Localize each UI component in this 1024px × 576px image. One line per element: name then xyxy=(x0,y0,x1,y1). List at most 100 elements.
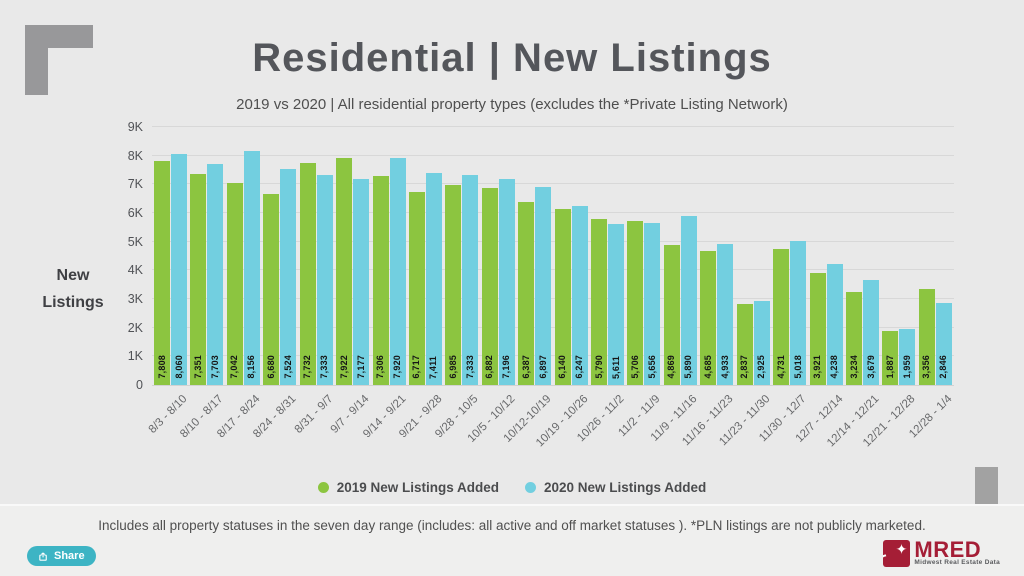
bar-2020: 5,018 xyxy=(790,241,807,385)
bar-group: 4,869 5,890 xyxy=(663,216,697,385)
bar-group: 5,790 5,611 xyxy=(591,219,625,385)
bar-value-label: 6,387 xyxy=(520,355,531,379)
bar-2020: 7,333 xyxy=(316,174,333,385)
legend-item-2020: 2020 New Listings Added xyxy=(525,480,706,495)
footnote: Includes all property statuses in the se… xyxy=(98,518,926,533)
bar-2019: 6,717 xyxy=(408,192,425,385)
bar-2019: 4,869 xyxy=(663,245,680,385)
bar-value-label: 4,869 xyxy=(666,355,677,379)
legend-item-2019: 2019 New Listings Added xyxy=(317,480,499,495)
share-button-label: Share xyxy=(54,550,85,562)
bar-2019: 6,140 xyxy=(554,209,571,385)
bar-2020: 2,846 xyxy=(935,303,952,385)
bar-value-label: 7,920 xyxy=(392,355,403,379)
bar-value-label: 8,060 xyxy=(173,355,184,379)
bar-value-label: 7,808 xyxy=(156,355,167,379)
bar-2019: 3,234 xyxy=(846,292,863,385)
bar-2019: 1,887 xyxy=(882,330,899,385)
bar-value-label: 5,890 xyxy=(683,355,694,379)
gridline xyxy=(152,355,954,357)
footer-band xyxy=(0,504,1024,576)
bar-group: 7,732 7,333 xyxy=(299,163,333,385)
bar-value-label: 7,333 xyxy=(464,355,475,379)
bar-2020: 4,238 xyxy=(826,263,843,385)
y-tick-label: 6K xyxy=(127,206,143,220)
bar-2020: 7,196 xyxy=(498,178,515,385)
y-axis-title: New Listings xyxy=(42,267,104,312)
bar-value-label: 5,018 xyxy=(792,355,803,379)
y-tick-label: 7K xyxy=(127,177,143,192)
bar-value-label: 7,411 xyxy=(428,355,439,379)
bar-2020: 7,920 xyxy=(389,157,406,385)
bar-value-label: 6,247 xyxy=(574,355,585,379)
bar-value-label: 7,042 xyxy=(229,355,240,379)
bar-2020: 5,611 xyxy=(608,224,625,385)
bar-value-label: 8,156 xyxy=(246,355,257,379)
corner-decoration-top-left xyxy=(25,25,93,95)
bar-group: 3,356 2,846 xyxy=(918,288,952,385)
bar-2019: 5,790 xyxy=(591,219,608,385)
bar-group: 7,808 8,060 xyxy=(154,153,187,385)
bar-2020: 8,060 xyxy=(171,153,187,385)
bar-group: 7,306 7,920 xyxy=(372,157,406,385)
y-tick-label: 9K xyxy=(127,120,143,134)
x-axis-label: 8/31 - 9/7 xyxy=(292,393,335,436)
share-icon xyxy=(39,551,47,561)
legend-swatch-2020-icon xyxy=(525,482,536,493)
bar-2019: 7,306 xyxy=(372,175,389,385)
page-title: Residential | New Listings xyxy=(252,36,772,80)
bar-2020: 4,933 xyxy=(717,243,734,385)
y-tick-label: 0 xyxy=(136,378,143,392)
bar-group: 4,731 5,018 xyxy=(773,241,807,385)
y-tick-label: 8K xyxy=(127,148,143,163)
bar-2020: 2,925 xyxy=(753,301,770,385)
gridline xyxy=(152,326,954,328)
bar-2020: 6,897 xyxy=(535,187,552,385)
bar-value-label: 7,306 xyxy=(375,355,386,379)
bar-value-label: 6,717 xyxy=(411,355,422,379)
bar-value-label: 1,959 xyxy=(901,355,912,379)
bar-value-label: 6,985 xyxy=(447,355,458,379)
bar-group: 6,680 7,524 xyxy=(263,169,297,385)
bar-2019: 6,387 xyxy=(518,201,535,385)
bar-value-label: 6,140 xyxy=(557,355,568,379)
bar-2020: 8,156 xyxy=(243,151,260,385)
bar-2019: 3,356 xyxy=(918,288,935,385)
bar-group: 4,685 4,933 xyxy=(700,243,734,385)
bar-value-label: 7,732 xyxy=(302,355,313,379)
bar-value-label: 3,921 xyxy=(812,355,823,379)
gridline xyxy=(152,240,954,242)
bar-value-label: 5,656 xyxy=(646,355,657,379)
bar-value-label: 7,351 xyxy=(192,355,203,379)
bar-value-label: 3,234 xyxy=(848,355,859,379)
bar-value-label: 1,887 xyxy=(884,355,895,379)
bar-group: 6,985 7,333 xyxy=(445,174,479,385)
bar-2020: 7,524 xyxy=(280,169,297,385)
bar-2019: 3,921 xyxy=(809,272,826,385)
bar-2020: 7,333 xyxy=(462,174,479,385)
bar-2019: 2,837 xyxy=(736,303,753,385)
bar-value-label: 2,925 xyxy=(756,355,767,379)
bar-group: 7,042 8,156 xyxy=(226,151,260,385)
logo-tagline: Midwest Real Estate Data xyxy=(914,559,1000,567)
logo-name: MRED xyxy=(914,536,982,562)
gridline xyxy=(152,126,954,127)
mred-star-icon: ✦ xyxy=(883,540,911,567)
bar-2019: 7,808 xyxy=(154,161,170,385)
share-button[interactable]: Share xyxy=(27,546,96,566)
bar-value-label: 7,922 xyxy=(338,355,349,379)
bar-value-label: 6,680 xyxy=(265,355,276,379)
page-subtitle: 2019 vs 2020 | All residential property … xyxy=(236,96,788,113)
bar-2019: 7,351 xyxy=(190,174,207,385)
bar-value-label: 7,703 xyxy=(209,355,220,379)
bar-group: 6,387 6,897 xyxy=(518,187,552,385)
bar-value-label: 7,524 xyxy=(282,355,293,379)
bar-group: 6,140 6,247 xyxy=(554,205,588,385)
bar-value-label: 3,679 xyxy=(865,355,876,379)
bar-value-label: 7,177 xyxy=(355,355,366,379)
bar-2020: 5,890 xyxy=(680,216,697,385)
bar-value-label: 4,685 xyxy=(702,355,713,379)
bar-value-label: 7,333 xyxy=(319,355,330,379)
bar-series: 7,808 8,060 7,351 7,703 7,042 8,156 6,680 7,524… xyxy=(152,127,954,385)
